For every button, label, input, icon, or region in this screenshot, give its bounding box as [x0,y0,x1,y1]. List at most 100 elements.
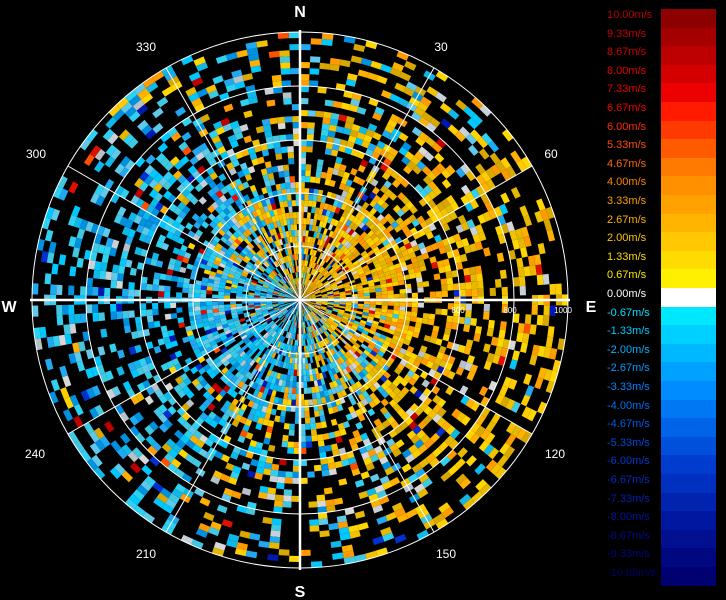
velocity-bin [312,309,319,314]
velocity-bin [218,307,225,312]
velocity-bin [333,320,340,325]
velocity-bin [247,413,255,421]
velocity-bin [537,367,547,380]
bearing-label-330: 330 [136,40,156,54]
velocity-bin [369,473,380,483]
bearing-line [299,299,533,435]
velocity-bin [430,432,440,443]
velocity-bin [471,491,484,503]
velocity-bin [368,400,377,409]
velocity-bin [322,221,327,229]
velocity-bin [210,475,221,485]
velocity-bin [317,512,328,520]
velocity-bin [357,256,365,263]
velocity-bin [467,117,479,130]
velocity-bin [157,338,165,346]
velocity-bin [176,183,186,193]
velocity-bin [345,292,352,296]
velocity-bin [258,214,265,222]
velocity-bin [324,322,330,328]
velocity-bin [134,177,144,189]
velocity-bin [220,277,227,283]
velocity-bin [352,429,361,438]
velocity-bin [211,547,225,557]
velocity-bin [347,349,355,356]
velocity-bin [307,332,310,340]
velocity-bin [271,215,277,223]
velocity-bin [293,291,298,297]
velocity-bin [317,273,323,279]
velocity-bin [397,275,405,282]
velocity-bin [309,417,316,424]
velocity-bin [228,365,236,373]
scale-swatch [661,343,716,363]
velocity-bin [196,375,205,383]
velocity-bin [160,132,171,143]
velocity-bin [164,342,173,350]
velocity-bin [402,238,410,246]
velocity-bin [167,126,178,137]
velocity-bin [447,283,454,291]
velocity-bin [202,391,211,400]
velocity-bin [226,539,238,548]
velocity-bin [303,300,310,303]
velocity-bin [328,124,337,132]
velocity-bin [312,237,316,244]
velocity-bin [347,357,354,365]
velocity-bin [414,106,426,117]
velocity-bin [195,382,204,391]
velocity-bin [271,315,277,320]
velocity-bin [512,277,520,287]
velocity-bin [123,133,135,145]
velocity-bin [417,420,428,430]
velocity-bin [286,399,292,406]
velocity-bin [376,214,385,222]
velocity-bin [521,156,533,169]
velocity-bin [485,167,496,179]
velocity-bin [416,160,426,171]
velocity-bin [323,323,329,330]
velocity-bin [296,272,299,279]
velocity-bin [370,268,377,274]
velocity-bin [68,314,76,325]
velocity-bin [218,291,225,296]
velocity-bin [295,272,298,279]
velocity-bin [268,542,280,550]
velocity-bin [333,302,340,305]
velocity-bin [326,357,332,364]
velocity-bin [271,203,277,210]
velocity-bin [406,369,415,378]
velocity-bin [305,307,310,313]
velocity-bin [304,357,308,364]
velocity-bin [267,487,277,495]
velocity-bin [286,218,291,226]
velocity-bin [317,335,323,342]
velocity-bin [83,153,95,166]
velocity-bin [451,270,459,278]
velocity-bin [56,314,64,326]
scale-label: 5.33m/s [607,139,647,152]
scale-swatch [661,511,716,531]
velocity-bin [318,233,323,240]
velocity-bin [152,107,164,119]
velocity-bin [242,424,250,432]
velocity-bin [291,495,300,502]
velocity-bin [345,366,352,374]
velocity-bin [305,286,310,292]
velocity-bin [111,239,120,249]
velocity-bin [395,217,404,225]
velocity-bin [303,272,306,279]
velocity-bin [258,249,264,257]
velocity-bin [311,318,316,324]
velocity-bin [215,214,224,222]
velocity-bin [359,322,366,328]
velocity-bin [365,372,373,381]
velocity-bin [379,279,387,285]
velocity-bin [207,257,215,264]
velocity-bin [90,192,100,204]
velocity-bin [328,362,334,370]
velocity-bin [256,350,263,357]
velocity-bin [286,255,291,262]
velocity-bin [375,291,382,296]
velocity-bin [329,63,340,72]
